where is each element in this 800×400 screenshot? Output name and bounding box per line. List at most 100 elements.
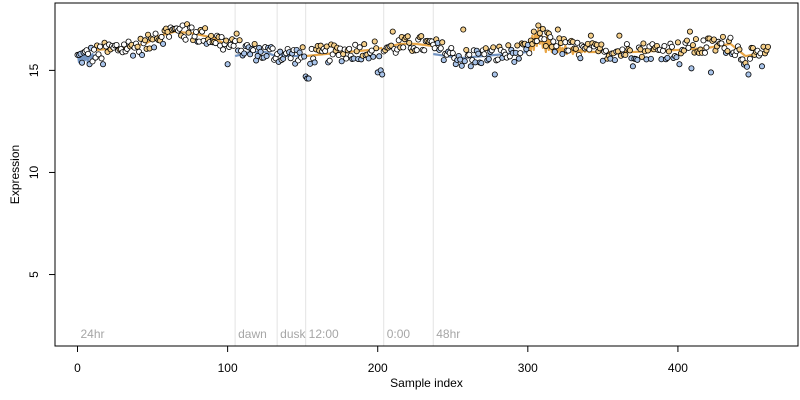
region-label: dusk <box>280 327 306 341</box>
data-point <box>686 28 693 35</box>
data-point <box>460 26 467 33</box>
data-point <box>668 43 675 50</box>
data-point <box>236 37 243 44</box>
data-point <box>482 45 489 52</box>
data-point <box>542 43 549 50</box>
data-point <box>277 48 284 55</box>
data-point <box>404 33 411 40</box>
data-point <box>338 58 345 65</box>
data-point <box>554 26 561 33</box>
data-point <box>212 40 219 47</box>
data-point <box>439 39 446 46</box>
data-point <box>572 45 579 52</box>
data-point <box>758 63 765 70</box>
data-point <box>736 46 743 53</box>
data-point <box>634 56 641 63</box>
x-tick-label: 400 <box>668 361 688 375</box>
data-point <box>356 44 363 51</box>
data-point <box>257 48 264 55</box>
data-point <box>719 33 726 40</box>
data-point <box>467 63 474 70</box>
data-point <box>665 48 672 55</box>
data-point <box>685 44 692 51</box>
data-point <box>130 52 137 59</box>
data-point <box>530 28 537 35</box>
data-point <box>97 43 104 50</box>
data-point <box>343 55 350 62</box>
data-point <box>745 71 752 78</box>
x-axis: 0 100 200 300 400 <box>74 345 688 375</box>
data-point <box>551 48 558 55</box>
data-point <box>598 41 605 48</box>
data-point <box>550 38 557 45</box>
data-point <box>565 47 572 54</box>
data-point <box>113 41 120 48</box>
data-point <box>746 55 753 62</box>
data-point <box>577 55 584 62</box>
data-point <box>188 24 195 31</box>
data-point <box>85 50 92 57</box>
data-point <box>311 59 318 66</box>
data-point <box>449 50 456 57</box>
data-point <box>145 31 152 38</box>
data-point <box>305 75 312 82</box>
data-point <box>296 49 303 56</box>
data-point <box>664 54 671 61</box>
x-tick-label: 0 <box>74 361 81 375</box>
region-label: 24hr <box>81 327 105 341</box>
data-point <box>602 47 609 54</box>
data-point <box>481 51 488 58</box>
data-point <box>418 33 425 40</box>
data-point <box>352 41 359 48</box>
data-point <box>299 44 306 51</box>
x-tick-label: 100 <box>218 361 238 375</box>
data-point <box>485 55 492 62</box>
data-point <box>353 48 360 55</box>
data-point <box>533 38 540 45</box>
data-point <box>611 57 618 64</box>
data-point <box>373 45 380 52</box>
region-labels: 24hr dawn dusk 12:00 0:00 48hr <box>81 327 461 341</box>
data-point <box>707 69 714 76</box>
data-point <box>535 22 542 29</box>
data-point <box>185 29 192 36</box>
data-point <box>539 25 546 32</box>
x-tick-label: 200 <box>368 361 388 375</box>
data-point <box>526 50 533 57</box>
data-point <box>224 61 231 68</box>
data-point <box>89 58 96 65</box>
data-point <box>461 58 468 65</box>
data-point <box>182 36 189 43</box>
data-point <box>142 37 149 44</box>
data-point <box>515 55 522 62</box>
data-point <box>346 45 353 52</box>
y-axis-label: Expression <box>8 145 22 204</box>
data-point <box>269 45 276 52</box>
data-point <box>638 53 645 60</box>
data-point <box>220 46 227 53</box>
x-tick-label: 300 <box>518 361 538 375</box>
data-point <box>134 43 141 50</box>
region-label: 0:00 <box>387 327 411 341</box>
data-point <box>727 34 734 41</box>
data-point <box>505 42 512 49</box>
data-point <box>98 55 105 62</box>
data-point <box>389 28 396 35</box>
data-point <box>574 39 581 46</box>
data-point <box>640 40 647 47</box>
data-point <box>541 36 548 43</box>
data-point <box>764 43 771 50</box>
data-point <box>361 41 368 48</box>
region-label: 48hr <box>436 327 460 341</box>
data-point <box>371 38 378 45</box>
data-point <box>553 43 560 50</box>
data-point <box>478 60 485 67</box>
data-point <box>626 47 633 54</box>
data-point <box>250 47 257 54</box>
data-point <box>718 40 725 47</box>
data-point <box>466 51 473 58</box>
data-point <box>622 51 629 58</box>
x-axis-label: Sample index <box>390 376 463 390</box>
